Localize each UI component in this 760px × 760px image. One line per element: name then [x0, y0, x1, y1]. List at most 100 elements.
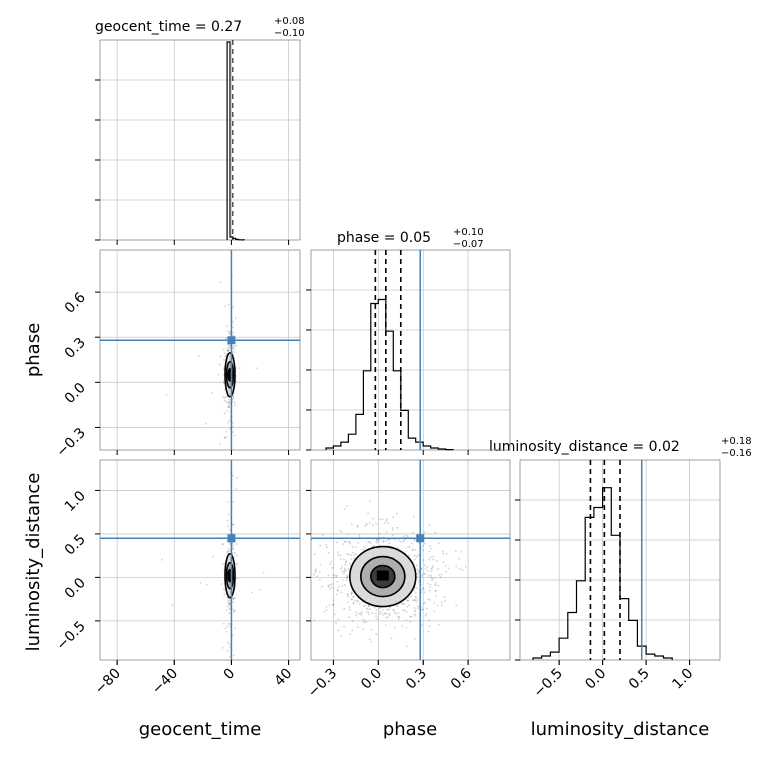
scatter-point [435, 559, 438, 562]
scatter-point [384, 624, 387, 627]
scatter-point [366, 607, 368, 610]
scatter-point [444, 599, 446, 602]
scatter-point [379, 613, 381, 615]
scatter-point [366, 523, 368, 526]
scatter-point [343, 625, 346, 628]
histogram-phase [325, 298, 454, 451]
scatter-point [233, 654, 235, 657]
scatter-point [413, 589, 416, 592]
scatter-point [406, 600, 409, 602]
scatter-point [233, 347, 236, 350]
scatter-point [381, 518, 384, 521]
scatter-point [224, 354, 227, 357]
scatter-point [327, 574, 330, 576]
scatter-point [465, 565, 467, 568]
scatter-point [227, 641, 229, 643]
scatter-point [232, 345, 235, 348]
scatter-point [355, 546, 357, 548]
scatter-point [367, 605, 370, 607]
scatter-point [229, 623, 231, 625]
scatter-point [406, 599, 408, 601]
scatter-point [228, 401, 231, 404]
title-luminosity-distance-sub: −0.16 [721, 448, 752, 459]
scatter-point [337, 554, 340, 557]
scatter-point [404, 539, 407, 541]
scatter-point [343, 507, 346, 510]
scatter-point [228, 399, 230, 401]
scatter-point [416, 564, 418, 566]
scatter-point [440, 604, 443, 607]
scatter-point [375, 523, 377, 525]
scatter-point [229, 646, 232, 649]
scatter-point [351, 598, 353, 601]
scatter-point [393, 626, 396, 629]
title-phase-sup: +0.10 [453, 227, 484, 238]
scatter-point [238, 367, 241, 369]
scatter-point [391, 527, 394, 529]
scatter-point [375, 538, 378, 541]
scatter-point [351, 546, 354, 548]
scatter-point [388, 614, 391, 616]
scatter-point [372, 524, 374, 527]
scatter-point [413, 610, 416, 613]
scatter-point [409, 546, 411, 548]
scatter-point [392, 516, 395, 519]
scatter-point [430, 574, 433, 577]
scatter-point [344, 540, 347, 543]
scatter-point [425, 613, 428, 615]
scatter-point [418, 580, 420, 583]
scatter-point [227, 406, 230, 408]
scatter-point [428, 586, 431, 589]
scatter-point [414, 613, 417, 616]
title-geocent-time-sub: −0.10 [274, 28, 305, 39]
scatter-point [442, 550, 444, 553]
scatter-point [232, 523, 235, 526]
scatter-point [422, 587, 425, 590]
scatter-point [417, 572, 419, 575]
truth-marker-1 [227, 534, 236, 543]
scatter-point [376, 538, 378, 541]
scatter-point [382, 540, 385, 543]
scatter-point [458, 558, 460, 560]
scatter-point [375, 615, 377, 618]
scatter-point [233, 611, 235, 613]
scatter-point [231, 400, 234, 403]
scatter-point [226, 550, 229, 553]
scatter-point [334, 574, 336, 576]
scatter-point [232, 431, 235, 434]
scatter-point [343, 584, 346, 586]
scatter-point [369, 542, 372, 544]
scatter-point [424, 573, 426, 576]
scatter-point [228, 602, 230, 605]
scatter-point [228, 612, 231, 614]
scatter-point [231, 474, 234, 477]
scatter-point [336, 588, 339, 591]
scatter-point [396, 512, 398, 515]
scatter-2-frame [310, 459, 511, 661]
scatter-point [391, 528, 394, 531]
scatter-point [406, 606, 409, 608]
scatter-point [362, 621, 365, 624]
scatter-point [406, 645, 408, 648]
scatter-point [198, 355, 200, 358]
scatter-point [332, 574, 334, 576]
scatter-point [363, 549, 365, 551]
scatter-point [428, 625, 431, 627]
scatter-point [422, 587, 425, 590]
scatter-point [211, 555, 214, 558]
scatter-point [389, 606, 391, 609]
scatter-point [396, 547, 399, 549]
scatter-point [350, 558, 353, 560]
scatter-point [445, 553, 448, 555]
title-luminosity-distance-sup: +0.18 [721, 436, 752, 447]
scatter-point [444, 565, 447, 568]
scatter-point [336, 593, 338, 596]
scatter-point [347, 593, 349, 596]
scatter-point [227, 349, 230, 352]
scatter-point [319, 571, 321, 573]
scatter-point [378, 532, 381, 535]
scatter-point [428, 524, 431, 526]
scatter-point [340, 591, 343, 594]
scatter-point [368, 540, 371, 543]
